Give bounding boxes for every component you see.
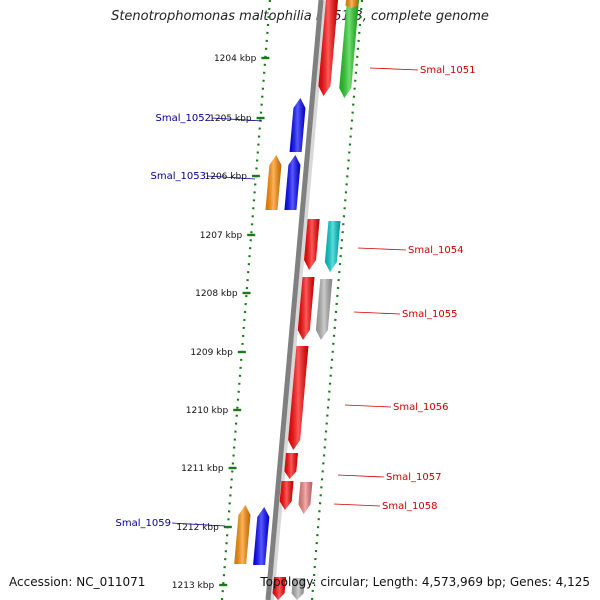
gene-1055-gray [315,279,333,340]
gene-leader-line [211,117,263,122]
gene-leader-line [333,503,381,507]
scale-label: 1209 kbp [190,348,233,358]
gene-1057-red-shade [284,453,298,479]
gene-label-smal_1057: Smal_1057 [386,472,441,483]
gene-1053-blue [284,155,301,210]
gene-leader-line [357,247,407,251]
gene-1054-red-shade [304,219,320,270]
gene-1057-red [284,453,298,479]
gene-label-smal_1055: Smal_1055 [402,309,457,320]
gene-1052-blue-shade [289,98,306,152]
gene-1051-red [318,0,338,96]
gene-1054-cyan [324,221,341,272]
gene-leader-line [337,474,385,478]
gene-1058-pink-shade [298,482,313,514]
gene-1052-blue [289,98,306,152]
gene-leader-line [353,311,401,315]
gene-1054-red [304,219,320,270]
gene-1053-orange [265,155,282,210]
gene-1059-blue-shade [253,507,270,565]
scale-label: 1210 kbp [186,406,229,416]
gene-1055-red-shade [297,277,315,340]
gene-1053-orange-shade [265,155,282,210]
gene-label-smal_1053: Smal_1053 [151,171,206,182]
backbone-line [265,0,324,600]
gene-1059-orange [234,505,251,564]
gene-top-orange-shade [345,0,358,8]
gene-1056-red-shade [288,346,309,450]
scale-label: 1207 kbp [200,231,243,241]
scale-label: 1204 kbp [214,54,257,64]
scale-label: 1211 kbp [181,464,224,474]
gene-1058-red-shade [279,481,294,510]
gene-1055-red [297,277,315,340]
gene-1059-blue [253,507,270,565]
scale-label: 1213 kbp [172,581,215,591]
gene-1051-red-shade [318,0,338,96]
gene-1051-green [339,0,359,98]
map-title: Stenotrophomonas maltophilia R551-3, com… [111,9,489,24]
gene-top-orange [345,0,358,8]
gene-label-smal_1051: Smal_1051 [420,65,475,76]
gene-leader-line [369,67,419,71]
gene-label-smal_1056: Smal_1056 [393,402,448,413]
gene-leader-line [344,404,392,408]
gene-bottom-gray-shade [291,578,305,600]
accession-text: Accession: NC_011071 [9,575,146,589]
gene-leader-line [206,175,256,180]
gene-bottom-red-shade [272,577,287,600]
gene-label-smal_1052: Smal_1052 [156,113,211,124]
genome-summary-text: Topology: circular; Length: 4,573,969 bp… [260,575,590,589]
gene-1051-green-shade [339,0,359,98]
gene-bottom-red [272,577,287,600]
gene-1058-pink [298,482,313,514]
gene-label-smal_1058: Smal_1058 [382,501,437,512]
gene-1055-gray-shade [315,279,333,340]
gene-label-smal_1059: Smal_1059 [116,518,171,529]
scale-label: 1208 kbp [195,289,238,299]
gene-leader-line [171,522,226,527]
gene-1056-red [288,346,309,450]
gene-1059-orange-shade [234,505,251,564]
gene-1053-blue-shade [284,155,301,210]
gene-1054-cyan-shade [324,221,341,272]
gene-label-smal_1054: Smal_1054 [408,245,463,256]
scale-label: 1212 kbp [176,523,219,533]
gene-1058-red [279,481,294,510]
gene-bottom-gray [291,578,305,600]
